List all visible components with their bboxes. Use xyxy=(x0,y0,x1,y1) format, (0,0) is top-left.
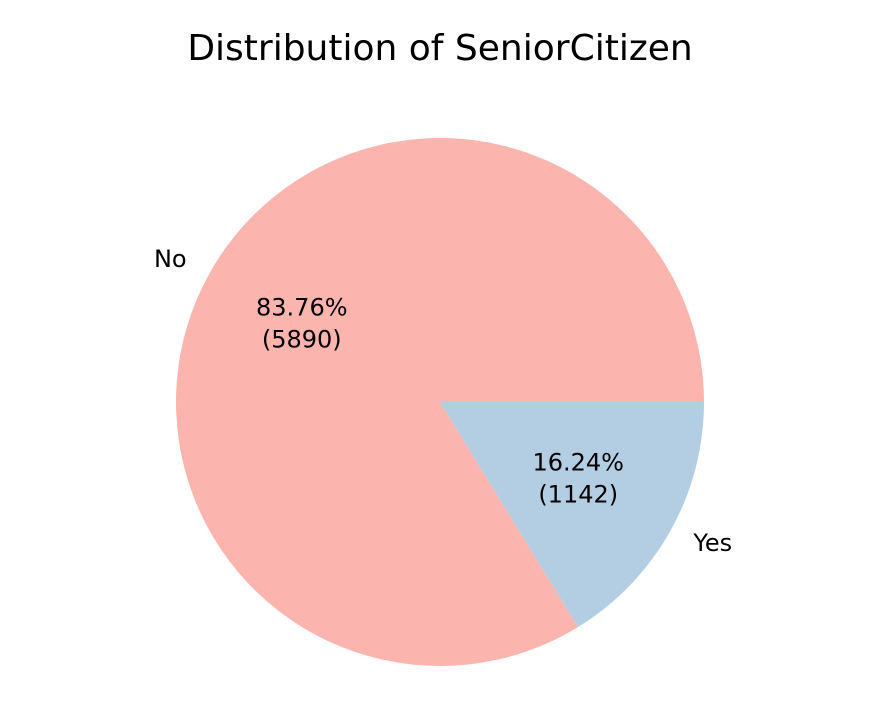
value-label: 83.76% xyxy=(256,294,348,322)
category-label: No xyxy=(154,245,187,273)
value-label: (1142) xyxy=(538,480,618,508)
category-label: Yes xyxy=(692,529,732,557)
value-label: 16.24% xyxy=(532,448,624,476)
pie-slice xyxy=(440,402,704,628)
value-label: (5890) xyxy=(262,326,342,354)
chart-title: Distribution of SeniorCitizen xyxy=(187,28,692,69)
